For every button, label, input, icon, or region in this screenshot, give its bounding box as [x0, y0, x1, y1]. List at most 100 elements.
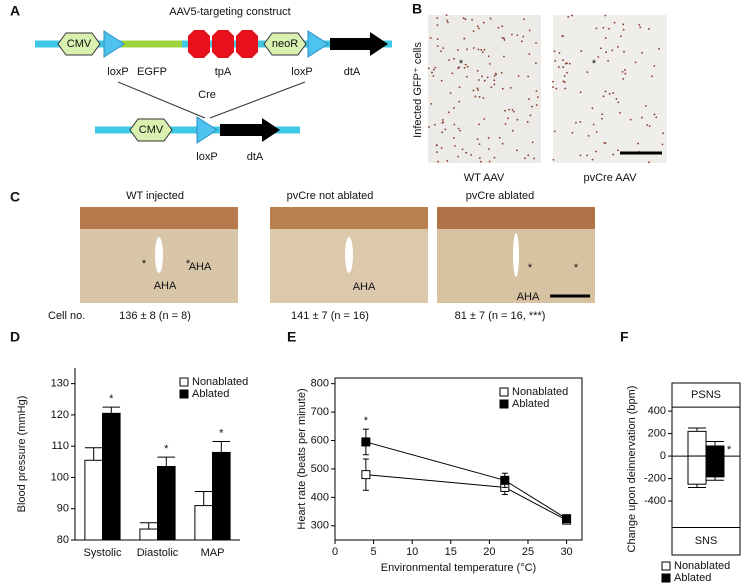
cell-dot: [561, 35, 564, 38]
cell-dot: [617, 45, 619, 48]
annotation: *: [109, 393, 114, 405]
cell-dot: [516, 34, 519, 37]
x-tick-label: 25: [522, 546, 534, 558]
cell-dot: [528, 29, 531, 32]
cell-dot: [604, 142, 607, 145]
cell-dot: [580, 50, 583, 52]
y-tick-label: 400: [648, 405, 666, 417]
cell-dot: [498, 136, 501, 139]
micrograph: [428, 15, 541, 163]
cell-dot: [477, 48, 480, 51]
cell-dot: [608, 27, 610, 30]
cell-dot: [523, 18, 526, 21]
cell-dot: [479, 160, 482, 163]
image-label: pvCre not ablated: [287, 190, 374, 202]
cell-dot: [448, 59, 450, 61]
cell-dot: [615, 98, 618, 100]
cell-dot: [509, 86, 512, 89]
cell-dot: [595, 131, 598, 133]
cell-dot: [446, 159, 449, 162]
cell-dot: [571, 14, 573, 17]
annotation: *: [364, 415, 369, 427]
cell-dot: [531, 105, 533, 108]
cell-dot: [511, 33, 513, 36]
y-tick-label: 300: [311, 520, 329, 532]
cell-dot: [622, 23, 625, 26]
cell-dot: [535, 90, 538, 93]
cell-dot: [481, 51, 484, 53]
cell-dot: [445, 14, 448, 17]
legend-swatch: [499, 399, 509, 409]
cell-dot: [471, 18, 473, 21]
cell-dot: [562, 80, 565, 83]
cell-dot: [444, 128, 447, 131]
cell-dot: [639, 26, 642, 29]
element-label: dtA: [247, 151, 264, 163]
cell-dot: [595, 27, 598, 30]
cell-dot: [504, 109, 506, 112]
cell-dot: [494, 72, 497, 75]
y-tick-label: 400: [311, 491, 329, 503]
element-label: CMV: [139, 124, 164, 136]
cell-dot: [579, 154, 582, 157]
cell-dot: [624, 72, 627, 75]
cell-dot: [567, 15, 570, 18]
cell-dot: [506, 117, 509, 120]
cell-dot: [436, 151, 438, 153]
region-label: AHA: [189, 261, 212, 273]
cell-dot: [599, 47, 602, 50]
cell-dot: [447, 111, 450, 114]
cell-dot: [476, 87, 479, 90]
panel-label: B: [412, 1, 422, 17]
panel-label: E: [287, 329, 296, 345]
bar: [705, 455, 725, 478]
cell-dot: [470, 154, 473, 156]
cell-dot: [466, 48, 468, 51]
cell-dot: [453, 137, 455, 139]
cell-dot: [511, 129, 514, 132]
cell-dot: [497, 26, 500, 29]
y-tick-label: 80: [57, 534, 69, 546]
cell-dot: [595, 150, 597, 153]
element-label: loxP: [291, 66, 312, 78]
cell-dot: [433, 123, 436, 126]
annotation: *: [164, 443, 169, 455]
x-tick-label: 0: [332, 546, 338, 558]
construct-bottom: [95, 116, 300, 144]
cell-dot: [432, 68, 435, 71]
x-tick-label: 30: [560, 546, 572, 558]
count: 141 ± 7 (n = 16): [291, 310, 369, 322]
y-tick-label: 130: [51, 378, 69, 390]
cell-dot: [617, 149, 619, 152]
section-label: PSNS: [691, 389, 721, 401]
cell-dot: [463, 37, 466, 40]
cell-dot: [563, 75, 566, 77]
cell-dot: [442, 121, 445, 124]
cell-dot: [446, 19, 448, 22]
b-ylabel: Infected GFP⁺ cells: [412, 42, 424, 138]
marker: *: [574, 262, 579, 274]
x-tick-label: 15: [445, 546, 457, 558]
image-label: pvCre ablated: [466, 190, 535, 202]
cell-dot: [566, 71, 569, 74]
annotation: *: [727, 444, 732, 456]
bar: [212, 451, 231, 541]
cell-dot: [465, 75, 468, 78]
cell-dot: [456, 49, 459, 51]
legend-label: Nonablated: [192, 376, 248, 388]
cell-dot: [453, 123, 456, 126]
cell-dot: [478, 143, 481, 146]
y-tick-label: 0: [660, 450, 666, 462]
cell-dot: [480, 49, 483, 51]
marker: [562, 514, 572, 524]
cell-dot: [508, 108, 510, 111]
cell-dot: [501, 36, 504, 39]
legend-label: Ablated: [192, 388, 229, 400]
legend-swatch: [179, 389, 189, 399]
x-tick-label: 20: [483, 546, 495, 558]
cell-dot: [437, 160, 440, 163]
cell-dot: [476, 25, 479, 28]
cell-dot: [612, 153, 615, 156]
bar: [157, 466, 176, 541]
